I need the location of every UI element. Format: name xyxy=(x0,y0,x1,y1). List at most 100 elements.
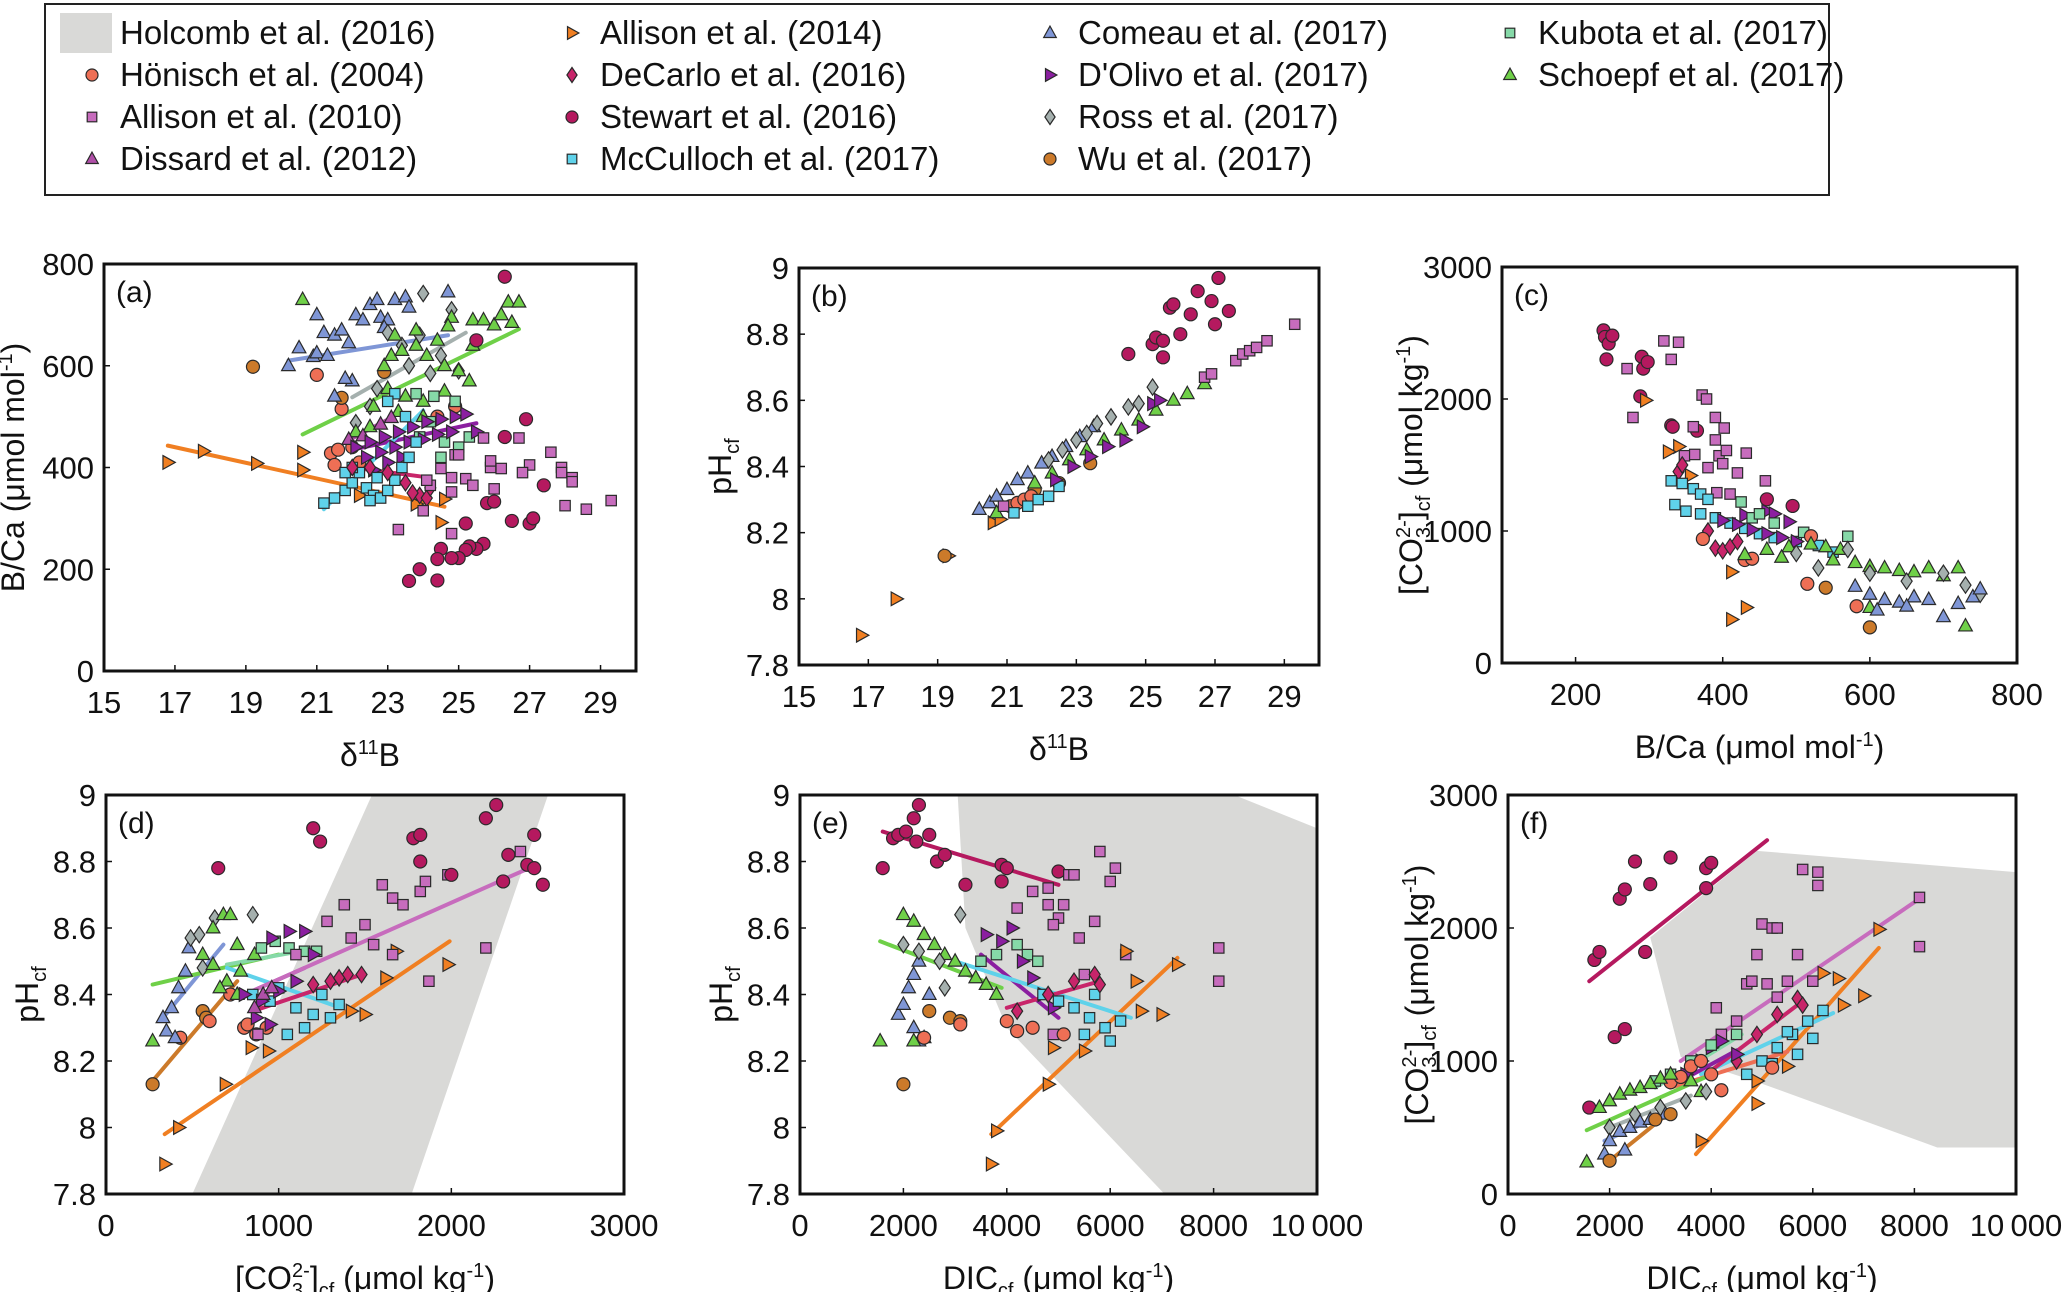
data-point xyxy=(1858,987,1873,1004)
data-point xyxy=(440,283,456,298)
data-point xyxy=(1067,972,1081,991)
data-point xyxy=(326,387,343,402)
data-point xyxy=(1781,975,1794,987)
y-tick-label: 8 xyxy=(773,1111,790,1146)
data-point xyxy=(1662,1065,1679,1080)
data-point xyxy=(1205,368,1218,380)
data-point xyxy=(1957,617,1974,632)
data-point xyxy=(444,867,459,882)
data-point xyxy=(1102,438,1117,455)
data-point xyxy=(1171,956,1187,973)
data-point xyxy=(222,905,239,921)
y-tick-label: 8.2 xyxy=(53,1044,96,1079)
data-point xyxy=(406,483,419,503)
data-point xyxy=(345,932,357,944)
data-point xyxy=(1849,599,1864,614)
legend-item-stewart: Stewart et al. (2016) xyxy=(538,95,897,139)
legend-marker-triangle-up-icon xyxy=(84,150,100,165)
data-point xyxy=(408,336,424,351)
y-axis-label: pHcf xyxy=(9,966,51,1023)
series-dolivo xyxy=(238,923,322,1033)
y-tick-label: 800 xyxy=(42,247,94,282)
y-tick-label: 8 xyxy=(772,582,789,617)
data-point xyxy=(262,1043,278,1059)
series-schoepf xyxy=(872,905,1005,1047)
data-point xyxy=(1165,391,1182,406)
y-tick-label: 400 xyxy=(42,451,94,486)
data-point xyxy=(1726,611,1741,628)
x-tick-label: 2000 xyxy=(417,1208,486,1243)
data-point xyxy=(496,874,511,889)
data-point xyxy=(1695,531,1710,547)
data-point xyxy=(399,473,412,492)
data-point xyxy=(173,1119,188,1136)
data-point xyxy=(1665,353,1678,366)
data-point xyxy=(1718,422,1730,434)
data-point xyxy=(375,444,390,461)
data-point xyxy=(360,449,376,466)
y-tick-label: 0 xyxy=(1481,1177,1498,1212)
legend-marker-triangle-up-icon xyxy=(1502,66,1518,81)
legend-marker-icon xyxy=(84,150,100,165)
legend-marker-icon xyxy=(565,110,579,124)
legend-patch-icon xyxy=(60,13,112,53)
data-point xyxy=(1658,335,1670,347)
data-point xyxy=(1756,1055,1768,1067)
data-point xyxy=(1684,467,1700,484)
legend-label: Dissard et al. (2012) xyxy=(120,140,418,177)
data-point xyxy=(316,323,332,339)
data-point xyxy=(1679,1091,1693,1111)
data-point xyxy=(445,527,458,540)
series-allison2010 xyxy=(1710,863,1926,1041)
legend-marker-square-icon xyxy=(1504,27,1516,39)
data-point xyxy=(514,845,527,858)
data-point xyxy=(1088,965,1101,984)
data-point xyxy=(1027,970,1042,986)
data-point xyxy=(1261,334,1273,347)
x-tick-label: 27 xyxy=(1198,679,1232,714)
data-point xyxy=(386,326,403,341)
legend-item-schoepf: Schoepf et al. (2017) xyxy=(1476,53,1844,97)
data-point xyxy=(1812,558,1825,578)
data-point xyxy=(1740,599,1755,616)
data-point xyxy=(397,288,414,303)
data-point xyxy=(1008,507,1020,519)
data-point xyxy=(947,952,963,967)
data-point xyxy=(1693,1053,1709,1069)
data-point xyxy=(1011,902,1023,914)
data-point xyxy=(333,321,350,336)
panel-label: (a) xyxy=(116,276,153,309)
series-dolivo xyxy=(1717,503,1806,550)
data-point xyxy=(298,1021,311,1034)
data-point xyxy=(1616,1141,1633,1156)
x-tick-label: 3000 xyxy=(590,1208,659,1243)
data-point xyxy=(381,323,394,342)
x-tick-label: 23 xyxy=(1059,679,1093,714)
data-point xyxy=(1906,588,1922,603)
data-point xyxy=(255,942,268,954)
data-point xyxy=(167,1029,183,1044)
data-point xyxy=(436,357,453,372)
data-point xyxy=(211,861,226,876)
data-point xyxy=(933,952,946,971)
data-point xyxy=(1898,597,1915,612)
data-point xyxy=(1711,486,1723,499)
data-point xyxy=(497,429,512,445)
data-point xyxy=(1791,948,1804,961)
data-point xyxy=(1841,540,1855,559)
legend-marker-icon xyxy=(1504,27,1516,39)
data-point xyxy=(442,956,457,973)
y-tick-label: 9 xyxy=(773,778,790,813)
data-point xyxy=(1900,571,1913,591)
panel-f: 0 2000 4000 6000 8000 10 000 0 1000 2000 3000 (f) D… xyxy=(1399,778,2062,1292)
data-point xyxy=(436,382,453,397)
panel-label: (d) xyxy=(118,807,155,840)
data-point xyxy=(1751,1095,1766,1112)
data-point xyxy=(1067,458,1082,475)
data-point xyxy=(369,290,385,306)
data-point xyxy=(1709,434,1722,446)
data-point xyxy=(1972,580,1989,595)
data-point xyxy=(1731,1046,1746,1063)
data-point xyxy=(1736,546,1753,561)
data-point xyxy=(397,387,414,402)
